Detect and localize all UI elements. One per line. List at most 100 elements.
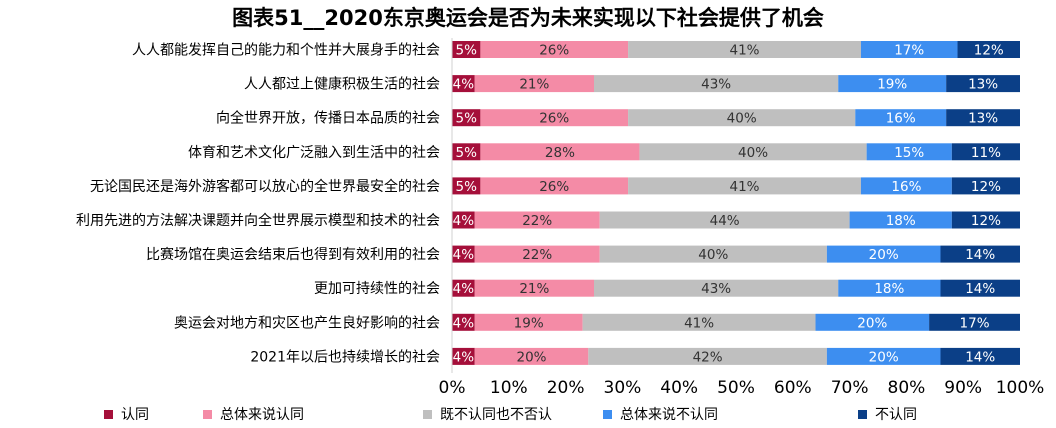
x-tick-label: 0% xyxy=(439,378,466,398)
data-label: 4% xyxy=(453,281,475,297)
legend-swatch xyxy=(423,409,432,419)
data-label: 5% xyxy=(455,111,477,127)
data-label: 14% xyxy=(965,349,995,365)
legend-label: 既不认同也不否认 xyxy=(440,407,552,423)
data-label: 4% xyxy=(453,349,475,365)
data-label: 40% xyxy=(738,145,768,161)
bar-segment xyxy=(838,75,947,93)
legend-item: 既不认同也不否认 xyxy=(423,404,552,424)
legend-swatch xyxy=(858,409,867,419)
data-label: 11% xyxy=(971,145,1001,161)
bar-segment xyxy=(599,245,827,263)
chart-title: 图表51__2020东京奥运会是否为未来实现以下社会提供了机会 xyxy=(232,6,824,30)
data-label: 41% xyxy=(684,315,714,331)
bar-segment xyxy=(639,143,867,161)
legend-swatch xyxy=(203,409,212,419)
bar-segment xyxy=(588,347,827,365)
data-label: 22% xyxy=(522,213,552,229)
x-tick-label: 20% xyxy=(547,378,585,398)
data-label: 5% xyxy=(455,179,477,195)
bar-segment xyxy=(452,109,481,127)
data-label: 20% xyxy=(857,315,887,331)
legend-item: 总体来说认同 xyxy=(203,404,304,424)
bar-segment xyxy=(951,177,1020,195)
data-label: 41% xyxy=(730,43,760,59)
category-label: 比赛场馆在奥运会结束后也得到有效利用的社会 xyxy=(146,246,440,263)
data-label: 42% xyxy=(693,349,723,365)
x-tick-label: 60% xyxy=(774,378,812,398)
bar-segment xyxy=(628,109,856,127)
data-label: 16% xyxy=(886,111,916,127)
data-label: 40% xyxy=(698,247,728,263)
category-label: 利用先进的方法解决课题并向全世界展示模型和技术的社会 xyxy=(76,212,440,229)
bar-segment xyxy=(452,143,481,161)
legend-swatch xyxy=(104,409,113,419)
x-tick-label: 10% xyxy=(490,378,528,398)
category-label: 向全世界开放，传播日本品质的社会 xyxy=(216,110,440,127)
legend-label: 不认同 xyxy=(875,407,917,423)
data-label: 20% xyxy=(517,349,547,365)
bar-segment xyxy=(860,177,952,195)
bar-segment xyxy=(838,279,941,297)
data-label: 18% xyxy=(874,281,904,297)
category-label: 人人都能发挥自己的能力和个性并大展身手的社会 xyxy=(132,43,440,59)
x-tick-label: 80% xyxy=(888,378,926,398)
legend-item: 总体来说不认同 xyxy=(603,404,718,424)
data-label: 4% xyxy=(453,247,475,263)
legend-item: 不认同 xyxy=(858,404,917,424)
bar-segment xyxy=(951,211,1020,229)
bar-segment xyxy=(480,109,629,127)
data-label: 26% xyxy=(539,43,569,59)
data-label: 5% xyxy=(455,145,477,161)
legend-swatch xyxy=(603,409,612,419)
data-label: 17% xyxy=(894,43,924,59)
data-label: 4% xyxy=(453,213,475,229)
data-label: 19% xyxy=(877,77,907,93)
x-tick-label: 90% xyxy=(944,378,982,398)
bar-segment xyxy=(940,245,1020,263)
bar-segment xyxy=(474,347,589,365)
bar-segment xyxy=(628,177,861,195)
bar-segment xyxy=(849,211,952,229)
x-tick-label: 50% xyxy=(717,378,755,398)
x-tick-label: 40% xyxy=(660,378,698,398)
data-label: 40% xyxy=(727,111,757,127)
data-label: 4% xyxy=(453,315,475,331)
bar-segment xyxy=(957,41,1020,58)
data-label: 15% xyxy=(894,145,924,161)
data-label: 13% xyxy=(968,77,998,93)
bar-segment xyxy=(594,279,839,297)
bar-segment xyxy=(599,211,850,229)
data-label: 12% xyxy=(971,179,1001,195)
data-label: 26% xyxy=(539,111,569,127)
data-label: 4% xyxy=(453,77,475,93)
data-label: 12% xyxy=(974,43,1004,59)
bar-segment xyxy=(951,143,1020,161)
bar-segment xyxy=(866,143,952,161)
legend-label: 总体来说认同 xyxy=(220,407,304,423)
bar-segment xyxy=(940,279,1020,297)
bar-segment xyxy=(594,75,839,93)
x-tick-label: 100% xyxy=(996,378,1045,398)
bar-segment xyxy=(826,347,941,365)
bar-segment xyxy=(452,75,475,93)
data-label: 43% xyxy=(701,281,731,297)
category-label: 奥运会对地方和灾区也产生良好影响的社会 xyxy=(174,314,440,331)
category-label: 体育和艺术文化广泛融入到生活中的社会 xyxy=(188,145,440,161)
data-label: 20% xyxy=(869,247,899,263)
bar-segment xyxy=(480,143,640,161)
data-label: 22% xyxy=(522,247,552,263)
bar-segment xyxy=(480,177,629,195)
bar-segment xyxy=(946,109,1020,127)
category-label: 更加可持续性的社会 xyxy=(314,280,440,297)
data-label: 26% xyxy=(539,179,569,195)
data-label: 13% xyxy=(968,111,998,127)
bar-segment xyxy=(628,41,861,58)
data-label: 14% xyxy=(965,281,995,297)
x-tick-label: 30% xyxy=(604,378,642,398)
legend-label: 总体来说不认同 xyxy=(620,407,718,423)
data-label: 28% xyxy=(545,145,575,161)
bar-segment xyxy=(860,41,958,58)
chart-legend: 认同 总体来说认同 既不认同也不否认 总体来说不认同 不认同 xyxy=(0,404,1056,428)
legend-item: 认同 xyxy=(104,404,149,424)
